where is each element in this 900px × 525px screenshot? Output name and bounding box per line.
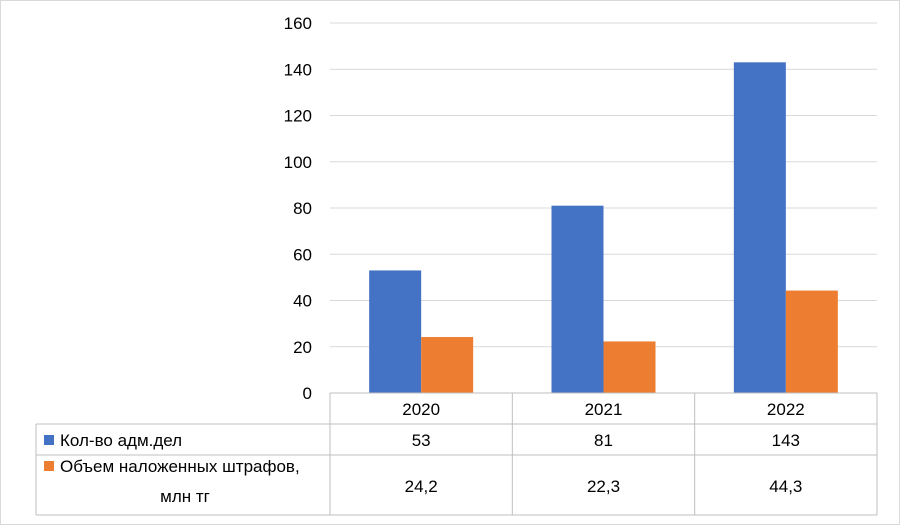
- y-tick-label: 0: [303, 384, 312, 403]
- x-tick-label: 2021: [585, 400, 623, 419]
- legend-key-series-1: [44, 435, 54, 445]
- legend-label-series-2: Объем наложенных штрафов,: [60, 457, 300, 476]
- data-label-2020-series-1: 53: [412, 431, 431, 450]
- y-tick-label: 120: [284, 107, 312, 126]
- bars: [369, 62, 838, 393]
- bar-2021-series-2: [603, 341, 656, 393]
- legend-label-series-2: млн тг: [160, 487, 210, 506]
- x-tick-label: 2020: [402, 400, 440, 419]
- bar-2020-series-2: [421, 337, 474, 393]
- bar-2022-series-1: [733, 62, 786, 393]
- legend-key-series-2: [44, 461, 54, 471]
- data-label-2021-series-1: 81: [594, 431, 613, 450]
- y-axis-ticks: 0 20 40 60 80 100 120 140 160: [284, 14, 312, 403]
- y-tick-label: 160: [284, 14, 312, 33]
- data-label-2022-series-2: 44,3: [769, 477, 802, 496]
- y-tick-label: 20: [293, 338, 312, 357]
- data-label-2021-series-2: 22,3: [587, 477, 620, 496]
- data-table: 2020 2021 2022 Кол-во адм.дел 53 81 143 Объем н…: [35, 392, 878, 516]
- legend-label-series-1: Кол-во адм.дел: [60, 431, 182, 450]
- data-label-2022-series-1: 143: [772, 431, 800, 450]
- x-tick-label: 2022: [767, 400, 805, 419]
- bar-2020-series-1: [369, 270, 422, 393]
- data-label-2020-series-2: 24,2: [405, 477, 438, 496]
- y-tick-label: 100: [284, 153, 312, 172]
- y-tick-label: 80: [293, 199, 312, 218]
- y-tick-label: 40: [293, 292, 312, 311]
- bar-2021-series-1: [551, 205, 604, 393]
- y-tick-label: 60: [293, 245, 312, 264]
- bar-2022-series-2: [785, 290, 838, 393]
- y-tick-label: 140: [284, 60, 312, 79]
